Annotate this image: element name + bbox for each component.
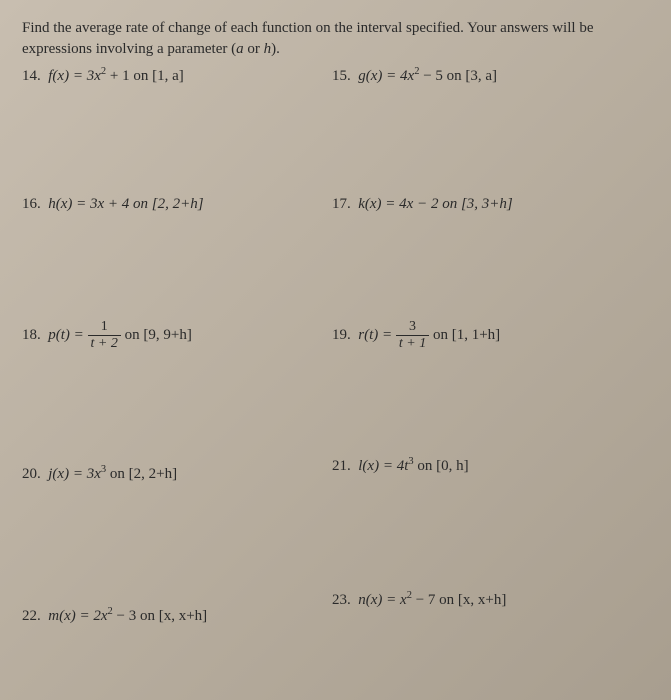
problem-14: 14. f(x) = 3x2 + 1 on [1, a] [22,68,184,85]
problem-number: 15. [332,68,351,84]
problem-fn: m(x) = 2x [48,608,107,624]
problem-fn: f(x) = 3x [48,68,101,84]
problem-number: 19. [332,327,351,343]
problem-number: 21. [332,458,351,474]
instructions-line2: expressions involving a parameter (a or … [22,39,649,60]
problem-18: 18. p(t) = 1t + 2 on [9, 9+h] [22,320,192,351]
problems-grid: 14. f(x) = 3x2 + 1 on [1, a] 15. g(x) = … [22,68,649,688]
problem-19: 19. r(t) = 3t + 1 on [1, 1+h] [332,320,500,351]
problem-20: 20. j(x) = 3x3 on [2, 2+h] [22,466,177,483]
problem-number: 20. [22,466,41,482]
problem-fn: k(x) = 4x − 2 on [3, 3+h] [358,196,513,212]
problem-number: 23. [332,592,351,608]
instructions-header: Find the average rate of change of each … [22,18,649,60]
worksheet-page: Find the average rate of change of each … [22,18,649,682]
problem-15: 15. g(x) = 4x2 − 5 on [3, a] [332,68,497,85]
problem-number: 18. [22,327,41,343]
problem-fn-pre: p(t) = [48,327,87,343]
problem-fn-pre: r(t) = [358,327,396,343]
problem-number: 17. [332,196,351,212]
instructions-line1: Find the average rate of change of each … [22,18,649,39]
problem-fn: n(x) = x [358,592,406,608]
problem-21: 21. l(x) = 4t3 on [0, h] [332,458,469,475]
problem-23: 23. n(x) = x2 − 7 on [x, x+h] [332,592,506,609]
problem-number: 22. [22,608,41,624]
problem-22: 22. m(x) = 2x2 − 3 on [x, x+h] [22,608,207,625]
problem-fn: l(x) = 4t [358,458,408,474]
problem-number: 16. [22,196,41,212]
problem-fn: j(x) = 3x [48,466,101,482]
fraction: 1t + 2 [88,320,121,351]
problem-17: 17. k(x) = 4x − 2 on [3, 3+h] [332,196,513,213]
problem-number: 14. [22,68,41,84]
fraction: 3t + 1 [396,320,429,351]
problem-16: 16. h(x) = 3x + 4 on [2, 2+h] [22,196,204,213]
problem-fn: g(x) = 4x [358,68,414,84]
problem-fn: h(x) = 3x + 4 on [2, 2+h] [48,196,203,212]
